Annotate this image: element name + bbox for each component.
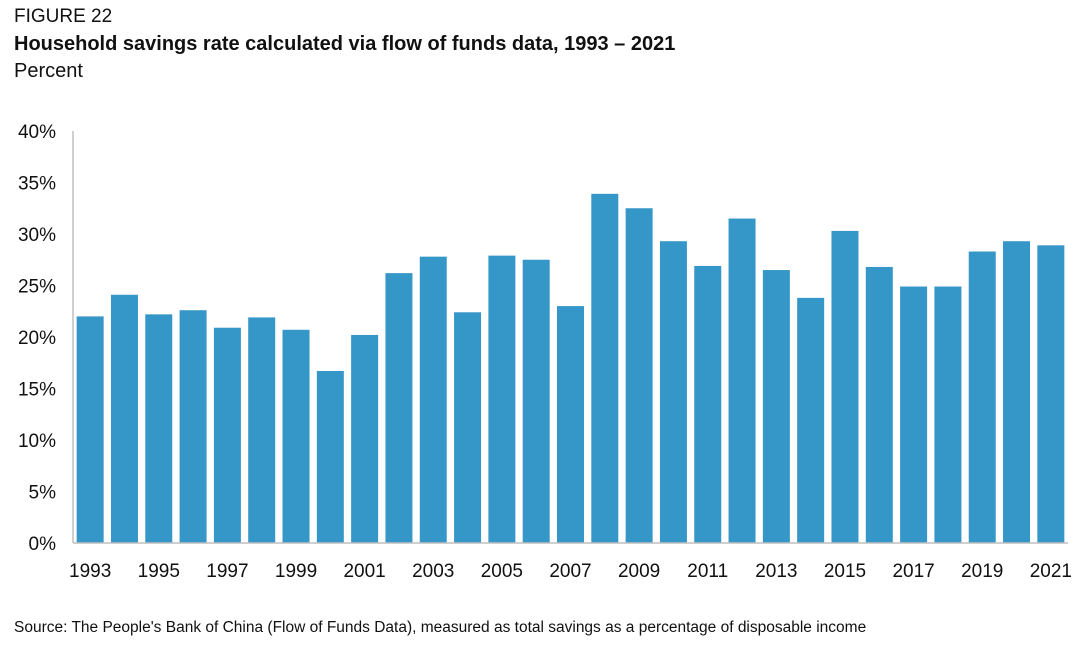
x-tick-label: 1993 bbox=[69, 561, 111, 582]
x-tick-label: 2003 bbox=[412, 561, 454, 582]
x-tick-label: 2015 bbox=[824, 561, 866, 582]
bar-2015 bbox=[831, 230, 859, 543]
y-tick-label: 25% bbox=[18, 277, 56, 298]
bar-2021 bbox=[1037, 245, 1065, 543]
bar-2009 bbox=[625, 208, 653, 543]
bar-1999 bbox=[282, 329, 310, 543]
bar-2006 bbox=[522, 259, 550, 543]
chart-title: Household savings rate calculated via fl… bbox=[14, 33, 676, 55]
bar-2005 bbox=[488, 255, 516, 543]
y-tick-label: 5% bbox=[29, 483, 57, 504]
bar-1997 bbox=[213, 327, 241, 543]
bar-2019 bbox=[968, 251, 996, 543]
y-tick-label: 40% bbox=[18, 122, 56, 143]
bar-2014 bbox=[797, 297, 825, 543]
bar-1995 bbox=[145, 314, 173, 543]
bar-2017 bbox=[900, 286, 928, 543]
bar-2001 bbox=[351, 334, 379, 543]
bar-2002 bbox=[385, 273, 413, 543]
x-tick-label: 2009 bbox=[618, 561, 660, 582]
bar-2012 bbox=[728, 218, 756, 544]
bar-1996 bbox=[179, 310, 207, 543]
bar-2016 bbox=[865, 266, 893, 543]
x-tick-label: 2017 bbox=[892, 561, 934, 582]
x-tick-label: 2011 bbox=[687, 561, 728, 582]
x-tick-label: 2013 bbox=[755, 561, 797, 582]
bar-2004 bbox=[454, 312, 482, 543]
bar-2011 bbox=[694, 265, 722, 543]
x-tick-label: 2019 bbox=[961, 561, 1003, 582]
chart-subtitle: Percent bbox=[14, 60, 83, 82]
bar-1994 bbox=[110, 294, 138, 543]
bar-2020 bbox=[1003, 241, 1031, 543]
x-tick-label: 2021 bbox=[1030, 561, 1072, 582]
figure-label: FIGURE 22 bbox=[14, 6, 113, 27]
x-tick-label: 1997 bbox=[206, 561, 248, 582]
bar-2000 bbox=[316, 370, 344, 543]
x-tick-label: 2001 bbox=[343, 561, 385, 582]
bar-2007 bbox=[557, 306, 584, 543]
x-tick-label: 1995 bbox=[138, 561, 180, 582]
x-tick-label: 1999 bbox=[275, 561, 317, 582]
bar-2008 bbox=[591, 193, 619, 543]
y-tick-label: 30% bbox=[18, 225, 56, 246]
y-tick-label: 10% bbox=[18, 431, 56, 452]
bar-1998 bbox=[248, 317, 276, 543]
x-tick-label: 2007 bbox=[549, 561, 591, 582]
bar-2013 bbox=[762, 270, 790, 543]
bar-2003 bbox=[419, 256, 447, 543]
bar-2018 bbox=[934, 286, 962, 543]
source-note: Source: The People's Bank of China (Flow… bbox=[14, 619, 867, 636]
y-tick-label: 15% bbox=[18, 380, 56, 401]
y-tick-label: 0% bbox=[29, 534, 57, 555]
x-tick-label: 2005 bbox=[481, 561, 523, 582]
y-tick-label: 35% bbox=[18, 174, 56, 195]
y-tick-label: 20% bbox=[18, 328, 56, 349]
bar-1993 bbox=[76, 316, 104, 543]
bar-2010 bbox=[659, 241, 687, 543]
